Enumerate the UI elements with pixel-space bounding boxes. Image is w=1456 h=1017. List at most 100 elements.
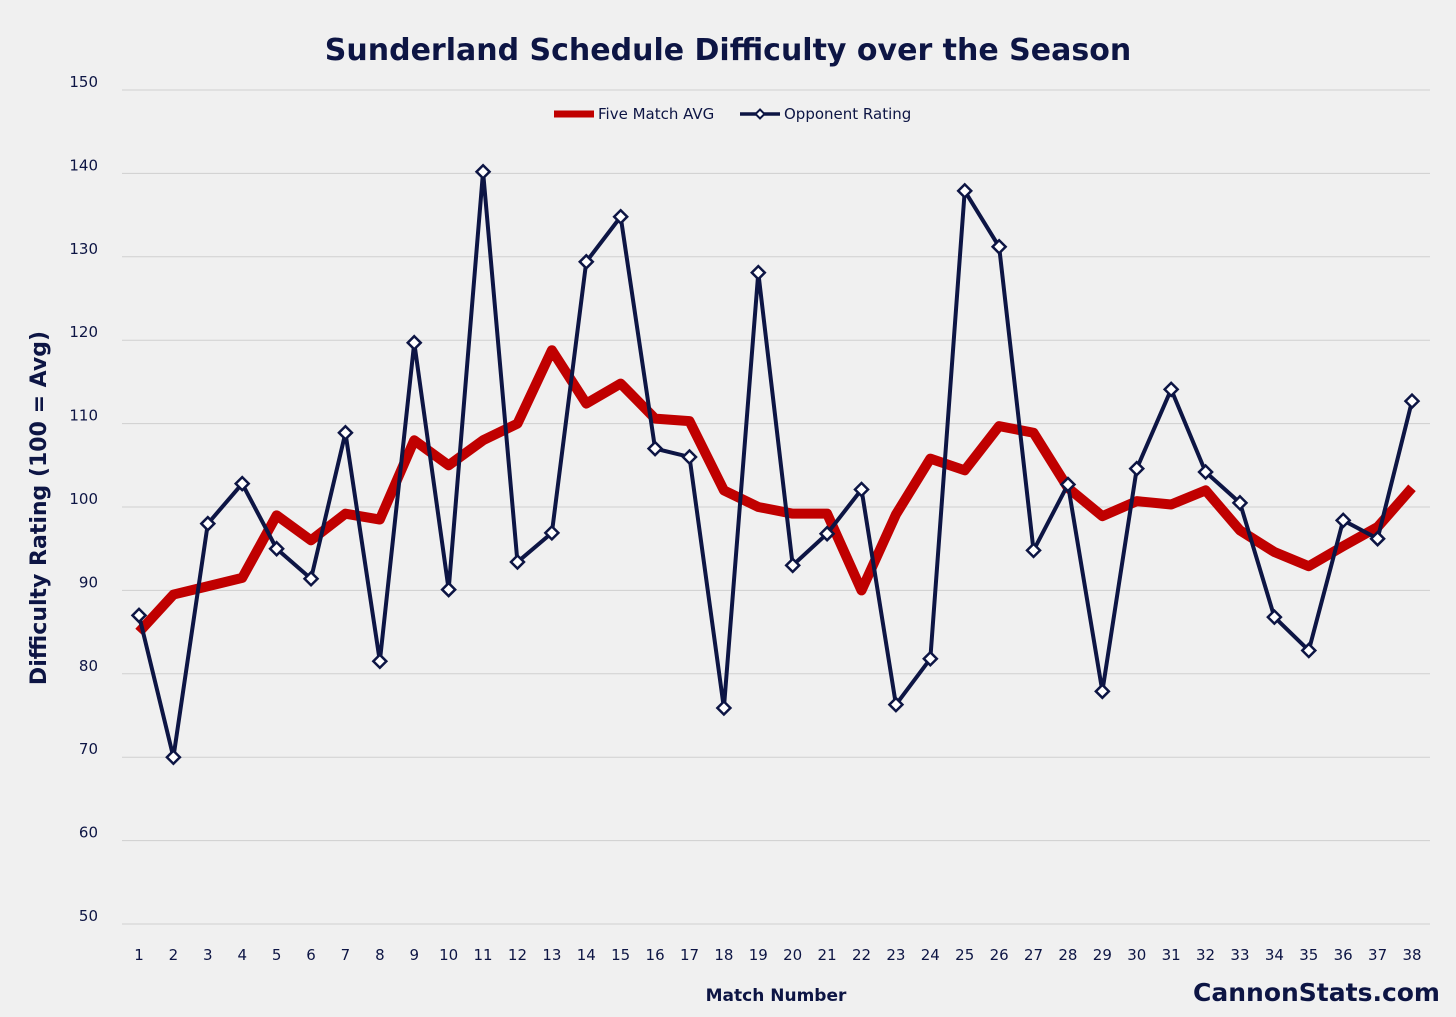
chart-title: Sunderland Schedule Difficulty over the … xyxy=(325,33,1131,68)
data-point-opponent-rating xyxy=(1162,381,1180,398)
x-tick-label: 21 xyxy=(818,946,837,964)
x-tick-label: 32 xyxy=(1196,946,1215,964)
data-point-opponent-rating xyxy=(853,481,870,498)
data-point-opponent-rating xyxy=(405,334,423,351)
data-point-opponent-rating xyxy=(1403,392,1421,410)
x-axis-ticks: 1 2 3 4 5 6 7 8 9 10 11 12 13 14 15 16 17 18 19 20 21 22 23 24 2… xyxy=(134,946,1421,964)
data-point-opponent-rating xyxy=(990,238,1008,256)
data-point-opponent-rating xyxy=(474,163,492,180)
y-tick-label: 70 xyxy=(79,740,98,758)
x-tick-label: 3 xyxy=(203,946,213,964)
data-point-opponent-rating xyxy=(199,515,217,532)
data-point-opponent-rating xyxy=(1025,542,1042,559)
data-point-opponent-rating xyxy=(1266,608,1283,626)
x-tick-label: 38 xyxy=(1402,946,1421,964)
y-tick-label: 50 xyxy=(79,907,98,925)
watermark-text: CannonStats.com xyxy=(1193,978,1440,1007)
x-tick-label: 13 xyxy=(542,946,561,964)
y-tick-label: 140 xyxy=(69,156,98,174)
data-point-opponent-rating xyxy=(922,650,939,668)
data-point-opponent-rating xyxy=(1094,683,1111,700)
x-tick-label: 8 xyxy=(375,946,385,964)
data-point-opponent-rating xyxy=(371,653,389,670)
x-tick-label: 30 xyxy=(1127,946,1146,964)
y-tick-label: 100 xyxy=(69,490,98,508)
data-point-opponent-rating xyxy=(1197,463,1214,481)
x-tick-label: 4 xyxy=(237,946,247,964)
x-tick-label: 25 xyxy=(955,946,974,964)
y-tick-label: 150 xyxy=(69,73,98,91)
data-point-opponent-rating xyxy=(337,424,354,442)
data-point-opponent-rating xyxy=(268,540,285,557)
data-point-opponent-rating xyxy=(1369,530,1386,547)
data-point-opponent-rating xyxy=(1231,494,1249,512)
x-tick-label: 31 xyxy=(1162,946,1181,964)
x-tick-label: 15 xyxy=(611,946,630,964)
data-point-opponent-rating xyxy=(612,208,629,226)
data-point-opponent-rating xyxy=(440,581,457,598)
data-point-opponent-rating xyxy=(543,524,561,542)
x-tick-label: 11 xyxy=(474,946,493,964)
x-tick-label: 10 xyxy=(439,946,458,964)
x-tick-label: 26 xyxy=(990,946,1009,964)
x-tick-label: 2 xyxy=(169,946,179,964)
x-tick-label: 7 xyxy=(341,946,351,964)
series-group xyxy=(130,163,1421,766)
series-line-opponent-rating xyxy=(137,171,1414,758)
data-point-opponent-rating xyxy=(578,253,595,271)
y-tick-label: 130 xyxy=(69,240,98,258)
series-line-five-match-avg xyxy=(135,345,1416,636)
data-point-opponent-rating xyxy=(818,525,836,542)
data-point-opponent-rating xyxy=(715,699,733,717)
data-point-opponent-rating xyxy=(750,264,767,281)
x-tick-label: 35 xyxy=(1299,946,1318,964)
y-tick-label: 110 xyxy=(69,407,98,425)
data-point-opponent-rating xyxy=(784,557,801,574)
x-tick-label: 28 xyxy=(1058,946,1077,964)
data-point-opponent-rating xyxy=(509,553,526,571)
legend-label-five-match-avg: Five Match AVG xyxy=(598,105,714,123)
data-point-opponent-rating xyxy=(165,748,182,766)
x-tick-label: 12 xyxy=(508,946,527,964)
y-tick-label: 60 xyxy=(79,824,98,842)
x-tick-label: 1 xyxy=(134,946,144,964)
data-point-opponent-rating xyxy=(956,182,973,200)
data-point-opponent-rating xyxy=(1128,460,1146,477)
x-tick-label: 23 xyxy=(886,946,905,964)
y-tick-label: 80 xyxy=(79,657,98,675)
x-tick-label: 20 xyxy=(783,946,802,964)
y-axis-title: Difficulty Rating (100 = Avg) xyxy=(27,331,52,685)
data-point-opponent-rating xyxy=(302,570,320,587)
x-tick-label: 34 xyxy=(1265,946,1284,964)
data-point-opponent-rating xyxy=(130,607,148,624)
data-point-opponent-rating xyxy=(233,475,251,492)
data-point-opponent-rating xyxy=(1300,642,1318,659)
x-tick-label: 6 xyxy=(306,946,316,964)
x-tick-label: 16 xyxy=(646,946,665,964)
legend-marker-opponent-rating xyxy=(754,108,766,120)
data-point-opponent-rating xyxy=(1059,476,1077,493)
x-tick-label: 36 xyxy=(1334,946,1353,964)
y-tick-label: 90 xyxy=(79,573,98,591)
x-tick-label: 19 xyxy=(749,946,768,964)
y-axis-ticks: 50 60 70 80 90 100 110 120 130 140 150 xyxy=(69,73,98,925)
y-tick-label: 120 xyxy=(69,323,98,341)
x-tick-label: 27 xyxy=(1024,946,1043,964)
data-point-opponent-rating xyxy=(646,440,664,457)
gridlines xyxy=(122,89,1430,925)
x-tick-label: 14 xyxy=(577,946,596,964)
data-point-opponent-rating xyxy=(887,696,905,713)
data-point-opponent-rating xyxy=(1334,512,1352,529)
x-tick-label: 29 xyxy=(1093,946,1112,964)
x-tick-label: 24 xyxy=(921,946,940,964)
x-tick-label: 5 xyxy=(272,946,282,964)
x-tick-label: 22 xyxy=(852,946,871,964)
x-tick-label: 33 xyxy=(1230,946,1249,964)
x-tick-label: 9 xyxy=(409,946,419,964)
x-tick-label: 37 xyxy=(1368,946,1387,964)
x-tick-label: 18 xyxy=(714,946,733,964)
x-tick-label: 17 xyxy=(680,946,699,964)
